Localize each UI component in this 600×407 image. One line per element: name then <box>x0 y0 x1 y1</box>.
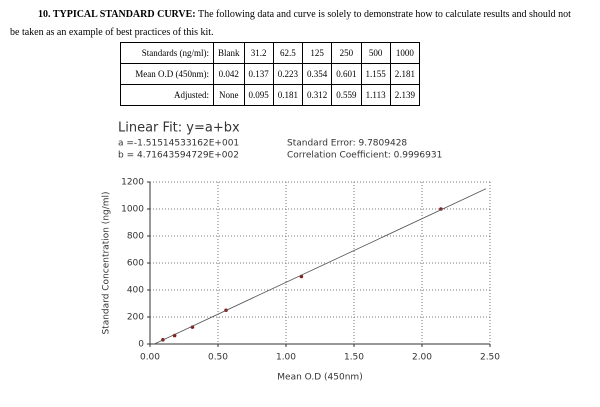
x-tick-label: 0.00 <box>140 353 160 363</box>
x-tick-label: 0.50 <box>208 353 228 363</box>
heading-label: 10. TYPICAL STANDARD CURVE: <box>38 9 196 20</box>
y-tick-label: 400 <box>127 286 144 296</box>
table-row: Mean O.D (450nm): 0.042 0.137 0.223 0.354 0.6… <box>120 63 421 85</box>
y-tick-label: 800 <box>127 232 144 242</box>
x-tick-label: 2.00 <box>412 353 432 363</box>
y-tick-label: 1200 <box>121 178 144 188</box>
table-cell: 0.559 <box>331 84 362 106</box>
table-row: Adjusted: None 0.095 0.181 0.312 0.559 1.113 2.… <box>120 84 421 106</box>
y-axis-label: Standard Concentration (ng/ml) <box>102 191 112 334</box>
heading-text: The following data and curve is solely t… <box>10 9 571 38</box>
x-axis-label: Mean O.D (450nm) <box>277 373 362 383</box>
axis <box>149 182 490 345</box>
fit-line <box>154 188 487 345</box>
annotation: b = 4.71643594729E+002 <box>118 151 239 161</box>
data-table: Standards (ng/ml): Blank 31.2 62.5 125 250 500… <box>120 42 421 106</box>
x-tick-label: 2.50 <box>480 353 500 363</box>
table-cell: 2.139 <box>389 84 421 106</box>
y-tick-label: 1000 <box>121 205 144 215</box>
y-tick-label: 600 <box>127 259 144 269</box>
annotation: a =-1.51514533162E+001 <box>118 139 239 149</box>
x-tick-label: 1.50 <box>344 353 364 363</box>
row-header: Adjusted: <box>120 84 214 106</box>
x-tick-label: 1.00 <box>276 353 296 363</box>
chart-title: Linear Fit: y=a+bx <box>118 121 240 136</box>
heading: 10. TYPICAL STANDARD CURVE: The followin… <box>10 6 580 42</box>
y-tick-label: 0 <box>138 340 144 350</box>
annotation: Correlation Coefficient: 0.9996931 <box>287 151 442 161</box>
annotation: Standard Error: 9.7809428 <box>287 139 407 149</box>
y-tick-label: 200 <box>127 313 144 323</box>
